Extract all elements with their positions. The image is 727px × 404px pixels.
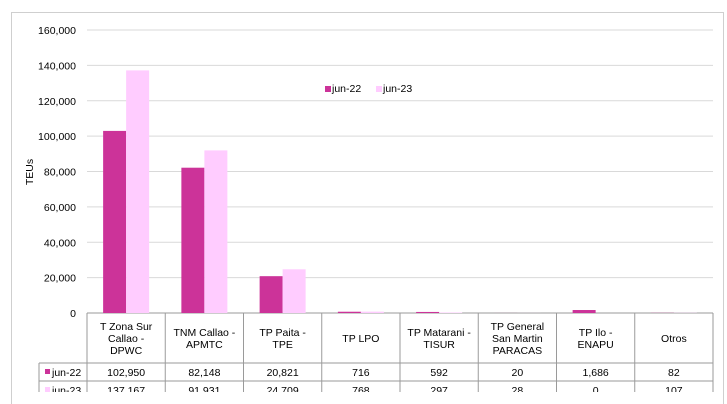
category-label: TP Ilo -ENAPU [578, 327, 614, 351]
y-tick-label: 0 [70, 308, 76, 320]
legend-swatch [325, 86, 331, 92]
table-cell: 91,931 [188, 385, 220, 392]
bar-jun-22 [181, 168, 204, 313]
table-cell: 82 [668, 367, 680, 379]
bar-chart: 0 20,000 40,000 60,000 80,000 100,000 120,000 1… [0, 0, 727, 392]
y-tick-label: 120,000 [38, 96, 76, 108]
bar-jun-23 [126, 70, 149, 313]
y-tick-label: 40,000 [44, 237, 76, 249]
legend-label: jun-22 [331, 83, 361, 95]
table-cell: 20,821 [267, 367, 299, 379]
y-tick-label: 160,000 [38, 25, 76, 37]
category-label: TP Matarani -TISUR [407, 327, 471, 351]
table-cell: 82,148 [188, 367, 220, 379]
bar-jun-23 [439, 312, 462, 313]
bar-jun-22 [416, 312, 439, 313]
y-tick-label: 140,000 [38, 60, 76, 72]
table-cell: 592 [430, 367, 448, 379]
bar-jun-23 [204, 150, 227, 313]
category-label: TP Paita -TPE [259, 327, 306, 351]
gridlines [87, 30, 713, 278]
bar-jun-22 [103, 131, 126, 313]
legend: jun-22 jun-23 [325, 83, 412, 95]
table-cell: 716 [352, 367, 370, 379]
table-cell: 768 [352, 385, 370, 392]
bar-jun-22 [338, 312, 361, 313]
legend-label: jun-23 [382, 83, 412, 95]
bar-jun-23 [361, 312, 384, 313]
table-cell: 137,167 [107, 385, 145, 392]
table-series-name: jun-22 [51, 367, 81, 379]
bar-jun-22 [573, 310, 596, 313]
y-tick-label: 80,000 [44, 167, 76, 179]
bars [103, 70, 697, 313]
y-tick-label: 60,000 [44, 202, 76, 214]
category-label: Otros [661, 333, 687, 345]
y-axis-label: TEUs [24, 159, 36, 185]
table-cell: 20 [512, 367, 524, 379]
table-cell: 0 [593, 385, 599, 392]
table-cell: 24,709 [267, 385, 299, 392]
table-legend-key [45, 387, 50, 392]
table-cell: 102,950 [107, 367, 145, 379]
table-cell: 28 [512, 385, 524, 392]
bar-jun-22 [260, 276, 283, 313]
category-label: TP LPO [342, 333, 379, 345]
table-cell: 297 [430, 385, 448, 392]
table-cell: 107 [665, 385, 683, 392]
table-cell: 1,686 [582, 367, 608, 379]
legend-swatch [376, 86, 382, 92]
y-tick-label: 100,000 [38, 131, 76, 143]
category-label: TNM Callao -APMTC [173, 327, 235, 351]
bar-jun-23 [283, 269, 306, 313]
table-series-name: jun-23 [51, 385, 81, 392]
y-tick-label: 20,000 [44, 273, 76, 285]
table-legend-key [45, 369, 50, 374]
